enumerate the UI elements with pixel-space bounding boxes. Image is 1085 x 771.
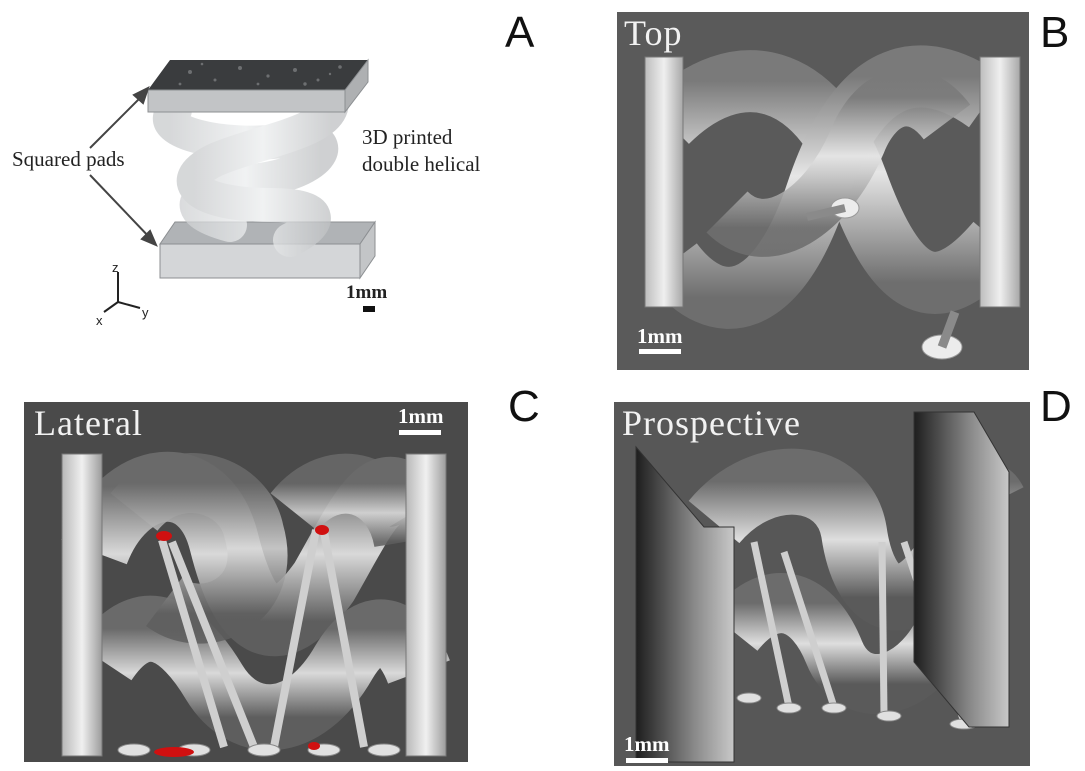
support-bases bbox=[117, 743, 401, 757]
right-pad bbox=[913, 411, 1010, 728]
panel-b-render: Top 1mm bbox=[617, 12, 1029, 370]
left-pad bbox=[644, 56, 684, 308]
double-helix bbox=[153, 78, 349, 257]
helix-label-line2: double helical bbox=[362, 152, 481, 176]
axis-triad bbox=[103, 272, 141, 313]
scale-label-a: 1mm bbox=[346, 282, 388, 303]
helix-sketch bbox=[89, 58, 376, 313]
helix-label-line1: 3D printed bbox=[362, 125, 453, 149]
pads-arrows bbox=[89, 86, 158, 247]
panel-d-render: Prospective 1mm bbox=[614, 402, 1030, 766]
left-pad bbox=[61, 453, 103, 757]
panel-letter-b: B bbox=[1040, 8, 1070, 57]
right-pad bbox=[979, 56, 1021, 308]
scale-label-d: 1mm bbox=[624, 732, 670, 756]
scale-bar-d bbox=[626, 758, 668, 763]
view-title-prospective: Prospective bbox=[622, 403, 801, 443]
panel-a: Squared pads 3D printed double helical 1… bbox=[0, 0, 560, 380]
support-stubs bbox=[806, 197, 963, 360]
scale-label-b: 1mm bbox=[637, 324, 683, 348]
axis-label-z: z bbox=[112, 260, 119, 275]
top-view-render bbox=[644, 45, 1021, 360]
lateral-view-render bbox=[61, 452, 450, 757]
support-struts bbox=[158, 529, 368, 749]
axis-label-x: x bbox=[96, 313, 103, 328]
scale-bar-c bbox=[399, 430, 441, 435]
support-contact-points bbox=[154, 525, 329, 757]
pads-label: Squared pads bbox=[12, 147, 125, 171]
view-title-top: Top bbox=[624, 13, 683, 53]
scale-label-c: 1mm bbox=[398, 404, 444, 428]
panel-letter-c: C bbox=[508, 382, 540, 431]
perspective-view-render bbox=[635, 411, 1024, 763]
right-pad bbox=[405, 453, 447, 757]
axis-label-y: y bbox=[142, 305, 149, 320]
panel-letter-d: D bbox=[1040, 382, 1072, 431]
scale-bar-b bbox=[639, 349, 681, 354]
left-pad bbox=[635, 445, 735, 763]
bottom-pad bbox=[159, 220, 376, 280]
scale-bar-a bbox=[363, 306, 375, 312]
view-title-lateral: Lateral bbox=[34, 403, 143, 443]
top-pad bbox=[147, 58, 369, 114]
panel-letter-a: A bbox=[505, 8, 535, 57]
panel-c-render: Lateral 1mm bbox=[24, 402, 468, 762]
